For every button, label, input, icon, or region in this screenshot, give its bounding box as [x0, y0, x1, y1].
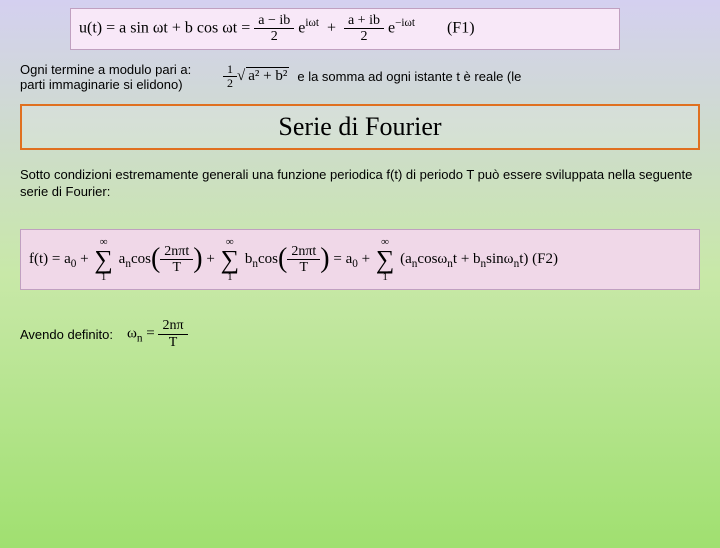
- modulus-text-left: Ogni termine a modulo pari a: parti imma…: [20, 62, 215, 92]
- f2-label: (F2): [532, 251, 558, 267]
- definition-label: Avendo definito:: [20, 327, 113, 342]
- sum-icon-3: ∞ ∑ 1: [376, 236, 395, 283]
- definition-row: Avendo definito: ωn = 2nπ T: [0, 308, 720, 360]
- f2-lhs: f(t) = a: [29, 251, 71, 267]
- f1-exp1: iωt: [305, 17, 319, 29]
- f1-term1-frac: a − ib 2: [254, 13, 294, 45]
- f1-term2-frac: a + ib 2: [344, 13, 384, 45]
- f1-lhs: u(t) = a sin ωt + b cos ωt: [79, 20, 237, 37]
- modulus-row: Ogni termine a modulo pari a: parti imma…: [0, 58, 720, 100]
- modulus-text-right: e la somma ad ogni istante t è reale (le: [297, 69, 700, 84]
- definition-formula: ωn = 2nπ T: [127, 318, 188, 350]
- formula-f2: f(t) = a0 + ∞ ∑ 1 ancos(2nπtT) + ∞ ∑ 1 b…: [20, 229, 700, 290]
- sum-icon-2: ∞ ∑ 1: [221, 236, 240, 283]
- modulus-left-2: parti immaginarie si elidono): [20, 77, 183, 92]
- intro-paragraph: Sotto condizioni estremamente generali u…: [0, 162, 720, 211]
- formula-f1: u(t) = a sin ωt + b cos ωt = a − ib 2 ei…: [70, 8, 620, 50]
- sum-icon-1: ∞ ∑ 1: [94, 236, 113, 283]
- modulus-left-1: Ogni termine a modulo pari a:: [20, 62, 191, 77]
- section-title: Serie di Fourier: [20, 104, 700, 150]
- modulus-formula: 1 2 √a² + b²: [223, 63, 289, 90]
- f1-exp2: −iωt: [395, 17, 415, 29]
- f1-label: (F1): [447, 20, 475, 37]
